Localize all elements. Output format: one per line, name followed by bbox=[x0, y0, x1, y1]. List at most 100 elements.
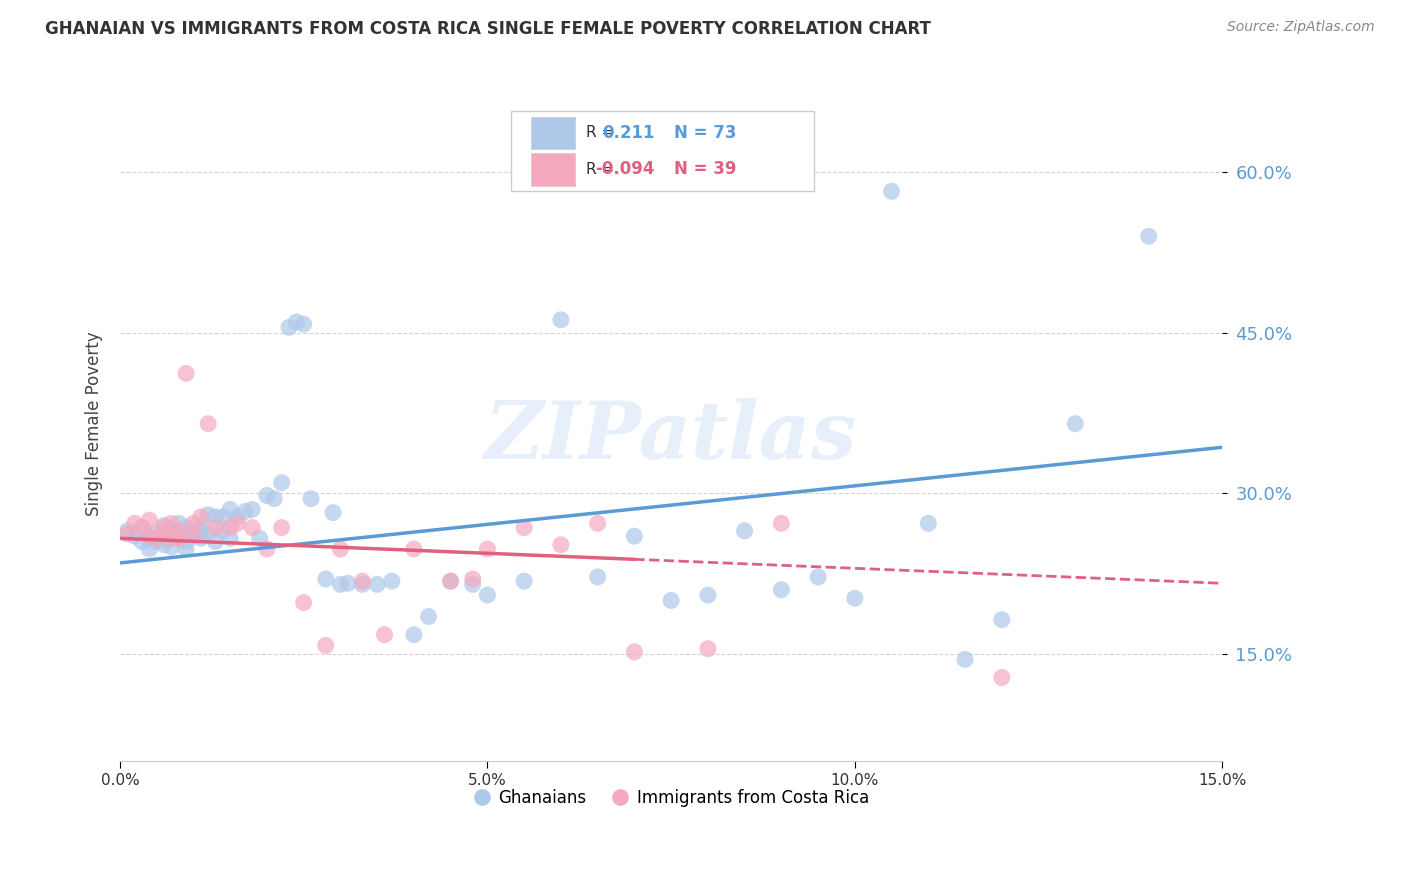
Point bbox=[117, 527, 139, 541]
Text: ZIPatlas: ZIPatlas bbox=[485, 399, 858, 476]
Point bbox=[145, 525, 167, 540]
Text: N = 39: N = 39 bbox=[675, 161, 737, 178]
Point bbox=[285, 315, 308, 329]
Point bbox=[352, 574, 374, 589]
Point bbox=[153, 531, 176, 545]
Point bbox=[211, 509, 233, 524]
Point bbox=[734, 524, 756, 538]
Point bbox=[249, 531, 271, 545]
Point bbox=[322, 506, 344, 520]
Point bbox=[117, 524, 139, 538]
Point bbox=[131, 520, 153, 534]
Point bbox=[138, 529, 160, 543]
Point bbox=[153, 518, 176, 533]
Point bbox=[991, 671, 1014, 685]
Point bbox=[402, 541, 425, 556]
Point bbox=[138, 541, 160, 556]
Point bbox=[174, 520, 197, 534]
Point bbox=[278, 320, 301, 334]
Point bbox=[550, 538, 572, 552]
Point bbox=[197, 417, 219, 431]
Point bbox=[219, 502, 242, 516]
Point bbox=[991, 613, 1014, 627]
Legend: Ghanaians, Immigrants from Costa Rica: Ghanaians, Immigrants from Costa Rica bbox=[467, 782, 876, 814]
Point bbox=[183, 524, 205, 538]
Point bbox=[270, 520, 292, 534]
Point bbox=[190, 509, 212, 524]
Point bbox=[160, 531, 183, 545]
Text: Source: ZipAtlas.com: Source: ZipAtlas.com bbox=[1227, 20, 1375, 34]
Point bbox=[440, 574, 463, 589]
Point bbox=[160, 531, 183, 545]
Point bbox=[381, 574, 404, 589]
Point bbox=[299, 491, 322, 506]
Point bbox=[160, 540, 183, 554]
Point bbox=[190, 524, 212, 538]
Point bbox=[513, 520, 536, 534]
Point bbox=[477, 541, 499, 556]
Point bbox=[160, 524, 183, 538]
Point bbox=[197, 508, 219, 522]
Point bbox=[770, 582, 793, 597]
Bar bbox=[531, 117, 575, 149]
Point bbox=[174, 534, 197, 549]
Point bbox=[696, 588, 718, 602]
Point bbox=[145, 531, 167, 545]
Point bbox=[197, 525, 219, 540]
Point bbox=[315, 639, 337, 653]
Point bbox=[153, 538, 176, 552]
Point bbox=[917, 516, 939, 531]
Text: -0.094: -0.094 bbox=[595, 161, 655, 178]
Text: R =: R = bbox=[586, 125, 614, 140]
Point bbox=[138, 531, 160, 545]
Point bbox=[373, 628, 395, 642]
Point bbox=[1137, 229, 1160, 244]
Point bbox=[440, 574, 463, 589]
Bar bbox=[531, 153, 575, 186]
Point bbox=[329, 577, 352, 591]
Point bbox=[292, 317, 315, 331]
Point bbox=[124, 529, 146, 543]
Point bbox=[124, 516, 146, 531]
Point bbox=[418, 609, 440, 624]
Point bbox=[696, 641, 718, 656]
Point bbox=[204, 509, 226, 524]
Point bbox=[153, 520, 176, 534]
Text: N = 73: N = 73 bbox=[675, 124, 737, 142]
Point bbox=[256, 488, 278, 502]
Point bbox=[329, 541, 352, 556]
Point bbox=[292, 596, 315, 610]
Point bbox=[183, 516, 205, 531]
Point bbox=[204, 534, 226, 549]
Point bbox=[167, 516, 190, 531]
Point bbox=[659, 593, 682, 607]
Point bbox=[211, 524, 233, 538]
Point bbox=[190, 531, 212, 545]
Point bbox=[204, 520, 226, 534]
Point bbox=[183, 529, 205, 543]
Text: 0.211: 0.211 bbox=[602, 124, 655, 142]
Point bbox=[807, 570, 830, 584]
Point bbox=[240, 502, 263, 516]
Point bbox=[167, 524, 190, 538]
Point bbox=[770, 516, 793, 531]
Point bbox=[226, 516, 249, 531]
Point bbox=[219, 520, 242, 534]
Point bbox=[366, 577, 388, 591]
Point bbox=[550, 313, 572, 327]
Point bbox=[190, 520, 212, 534]
Point bbox=[226, 509, 249, 524]
Point bbox=[844, 591, 866, 606]
Point bbox=[131, 534, 153, 549]
Point bbox=[240, 520, 263, 534]
Point bbox=[174, 527, 197, 541]
Point bbox=[138, 513, 160, 527]
Point bbox=[183, 527, 205, 541]
Point bbox=[1064, 417, 1087, 431]
Point bbox=[880, 184, 903, 198]
Bar bbox=[512, 112, 814, 191]
Point bbox=[233, 504, 256, 518]
Point bbox=[623, 529, 645, 543]
Point bbox=[145, 534, 167, 549]
Point bbox=[513, 574, 536, 589]
